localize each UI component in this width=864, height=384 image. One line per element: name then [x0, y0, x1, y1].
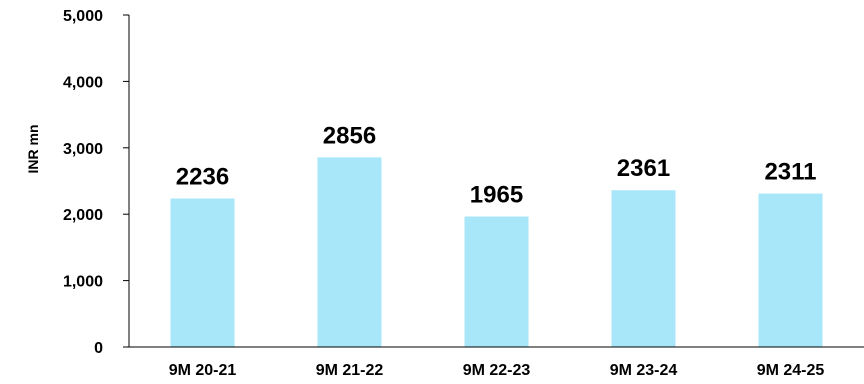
bar-value-label: 2236: [176, 164, 229, 191]
bar-value-label: 2311: [764, 159, 816, 186]
y-tick-label: 5,000: [63, 8, 103, 25]
x-tick-label: 9M 20-21: [169, 362, 237, 379]
bar: [170, 198, 235, 347]
y-tick-label: 4,000: [63, 74, 103, 91]
x-tick-label: 9M 22-23: [463, 362, 531, 379]
y-tick-label: 0: [94, 340, 103, 357]
bars: [170, 157, 823, 347]
y-axis-ticks: 0 1,000 2,000 3,000 4,000 5,000: [63, 8, 129, 357]
bar-value-label: 2856: [323, 122, 376, 149]
y-tick-label: 2,000: [63, 207, 103, 224]
x-tick-label: 9M 23-24: [610, 362, 678, 379]
data-labels: 2236 2856 1965 2361 2311: [176, 122, 817, 208]
bar: [611, 190, 676, 347]
bar: [317, 157, 382, 347]
y-tick-label: 3,000: [63, 141, 103, 158]
x-tick-label: 9M 21-22: [316, 362, 384, 379]
bar-value-label: 2361: [617, 155, 670, 182]
x-axis-ticks: 9M 20-21 9M 21-22 9M 22-23 9M 23-24 9M 24-25: [169, 362, 825, 379]
x-tick-label: 9M 24-25: [757, 362, 825, 379]
bar-value-label: 1965: [470, 182, 523, 209]
bar: [464, 216, 529, 347]
y-axis-title: INR mn: [25, 125, 41, 174]
y-tick-label: 1,000: [63, 274, 103, 291]
bar: [758, 193, 823, 347]
